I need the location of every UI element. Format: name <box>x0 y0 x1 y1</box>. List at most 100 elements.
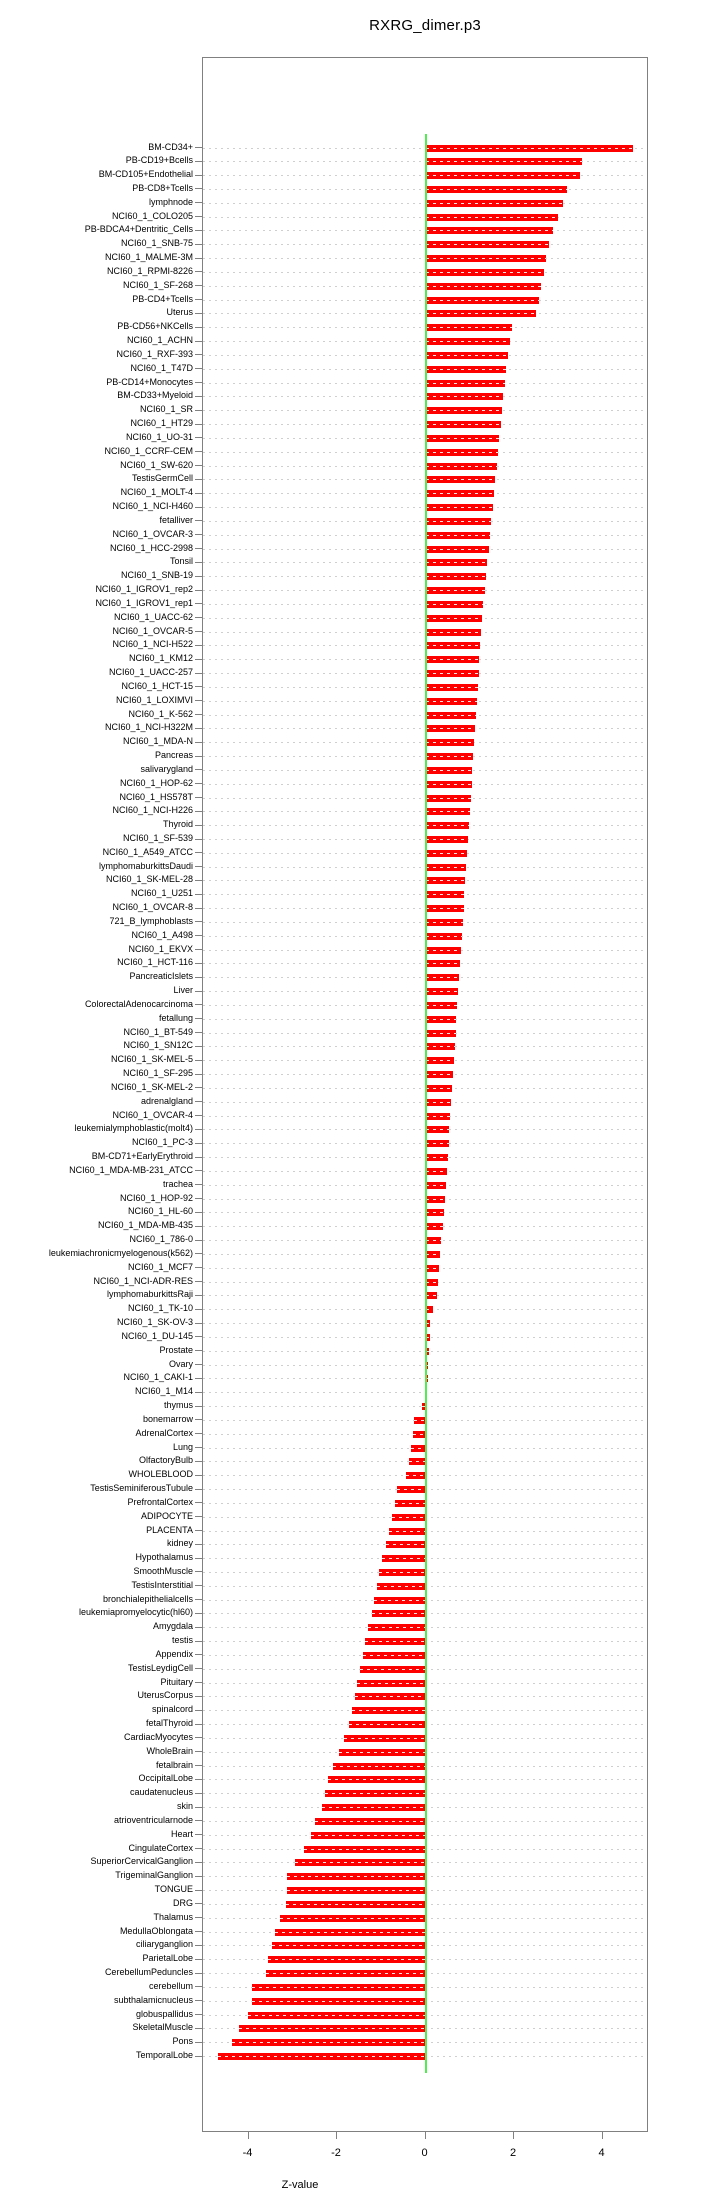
bar <box>348 1721 426 1729</box>
y-axis-label: ColorectalAdenocarcinoma <box>84 998 193 1009</box>
y-tick <box>195 1474 202 1476</box>
bar <box>425 1015 457 1023</box>
y-tick <box>195 229 202 231</box>
bar <box>374 1596 426 1604</box>
y-tick <box>195 271 202 273</box>
y-tick <box>195 1972 202 1974</box>
y-axis-label: fetalliver <box>159 514 193 525</box>
bar <box>425 545 490 553</box>
y-axis-label: TestisGermCell <box>131 473 193 484</box>
bar <box>425 213 559 221</box>
bar <box>425 490 495 498</box>
y-tick <box>195 1281 202 1283</box>
bar <box>231 2039 426 2047</box>
bar <box>425 780 472 788</box>
y-tick <box>195 1350 202 1352</box>
y-axis-label: Heart <box>170 1828 193 1839</box>
y-tick <box>195 326 202 328</box>
y-axis-label: BM-CD105+Endothelial <box>98 169 193 180</box>
y-tick <box>195 990 202 992</box>
y-tick <box>195 1032 202 1034</box>
y-tick <box>195 1530 202 1531</box>
y-axis-label: CingulateCortex <box>128 1842 193 1853</box>
y-tick <box>195 534 202 536</box>
bar <box>425 670 479 678</box>
y-tick <box>195 520 202 522</box>
y-axis-label: NCI60_1_SK-MEL-5 <box>110 1054 193 1065</box>
bar <box>425 1292 438 1300</box>
y-tick <box>195 1806 202 1808</box>
y-axis-label: PB-CD56+NKCells <box>117 321 193 332</box>
bar <box>425 974 460 982</box>
y-tick <box>195 1211 202 1213</box>
bar <box>321 1804 426 1812</box>
y-tick <box>195 1695 202 1697</box>
bar <box>425 1112 451 1120</box>
y-axis-label: leukemiapromyelocytic(hl60) <box>78 1607 193 1618</box>
bar <box>425 1306 433 1314</box>
y-tick <box>195 160 202 162</box>
y-tick <box>195 2041 202 2043</box>
y-tick <box>195 409 202 411</box>
y-axis-label: NCI60_1_HCC-2998 <box>109 542 193 553</box>
y-axis-label: NCI60_1_IGROV1_rep2 <box>95 584 193 595</box>
bar <box>394 1499 426 1507</box>
bar <box>425 379 505 387</box>
bar <box>339 1748 426 1756</box>
bar <box>425 1223 444 1231</box>
y-axis-label: NCI60_1_HOP-92 <box>119 1192 193 1203</box>
bar <box>367 1624 426 1632</box>
bar <box>425 905 464 913</box>
y-tick <box>195 1751 202 1753</box>
y-tick <box>195 1322 202 1324</box>
y-tick <box>195 1087 202 1089</box>
bar <box>371 1610 426 1618</box>
y-tick <box>195 1889 202 1891</box>
y-tick <box>195 395 202 397</box>
bar <box>425 476 496 484</box>
y-axis-label: NCI60_1_UACC-62 <box>113 611 193 622</box>
y-tick <box>195 1723 202 1725</box>
y-axis-label: OlfactoryBulb <box>138 1455 193 1466</box>
y-axis-label: PancreaticIslets <box>129 971 193 982</box>
y-axis-label: PB-CD8+Tcells <box>132 182 193 193</box>
y-tick <box>195 243 202 245</box>
y-axis-label: NCI60_1_HS578T <box>119 791 193 802</box>
y-axis-label: NCI60_1_HCT-116 <box>117 957 193 968</box>
y-axis-label: spinalcord <box>151 1704 193 1715</box>
bar <box>311 1831 426 1839</box>
y-axis-label: NCI60_1_HT29 <box>130 418 193 429</box>
y-tick <box>195 810 202 812</box>
bar <box>425 1347 429 1355</box>
y-tick <box>195 1516 202 1518</box>
bar <box>354 1693 426 1701</box>
y-axis-label: PB-CD14+Monocytes <box>106 376 193 387</box>
bar <box>287 1873 426 1881</box>
y-tick <box>195 1460 202 1462</box>
y-axis-label: Hypothalamus <box>135 1552 193 1563</box>
y-tick <box>195 1903 202 1905</box>
y-tick <box>195 1308 202 1310</box>
y-tick <box>195 437 202 439</box>
y-tick <box>195 188 202 190</box>
y-tick <box>195 589 202 591</box>
y-tick <box>195 1170 202 1172</box>
bar <box>425 1084 453 1092</box>
y-tick <box>195 1571 202 1573</box>
y-axis-label: NCI60_1_NCI-H460 <box>112 501 193 512</box>
y-tick <box>195 962 202 964</box>
bar <box>425 725 476 733</box>
y-axis-label: BM-CD71+EarlyErythroid <box>91 1151 193 1162</box>
bar <box>425 960 460 968</box>
y-tick <box>195 838 202 840</box>
bar <box>425 531 491 539</box>
y-axis-label: lymphomaburkittsDaudi <box>98 860 193 871</box>
bar <box>411 1444 426 1452</box>
bar <box>425 600 484 608</box>
y-tick <box>195 1502 202 1504</box>
bar <box>425 1195 446 1203</box>
bar <box>425 1098 452 1106</box>
x-tick-label: 2 <box>509 2147 517 2159</box>
bar <box>425 324 513 332</box>
y-tick <box>195 299 202 301</box>
